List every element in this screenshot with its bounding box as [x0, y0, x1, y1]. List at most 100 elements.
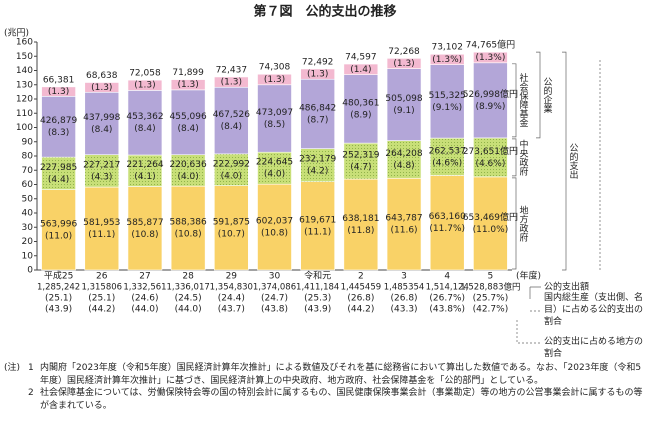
gdp-share-label: (25.1)	[45, 294, 72, 304]
legend-local-box: 公的支出に占める地方の割合	[544, 337, 643, 359]
local-share-label: (43.8)	[261, 305, 288, 315]
local-share-label: (44.0)	[175, 305, 202, 315]
share-label: (10.8)	[131, 230, 158, 240]
series-label: 地方政府	[518, 204, 529, 242]
bar-segment	[170, 154, 206, 187]
value-label: 663,160	[429, 212, 466, 222]
note-text: 社会保障基金については、労働保険特会等の国の特別会計に属するもの、国民健康保険事…	[40, 388, 643, 411]
x-tick-label: 30	[269, 272, 281, 282]
share-label: (8.4)	[91, 125, 112, 135]
series-label: 公的企業	[542, 77, 553, 114]
value-label: 72,268	[388, 47, 420, 57]
series-label: 中央政府	[518, 138, 529, 176]
bar-segment	[41, 96, 76, 158]
bar-segment	[41, 86, 76, 97]
share-label: (4.8)	[393, 161, 414, 171]
bar-segment	[386, 177, 422, 271]
share-label: (1.3)	[134, 81, 155, 91]
share-label: (11.8)	[347, 226, 374, 236]
value-label: 526,998億円	[463, 88, 518, 100]
bar-segment	[257, 183, 292, 271]
bar-segment	[386, 58, 422, 69]
gdp-share-label: (25.7%)	[473, 294, 509, 304]
total-label: 1,315806	[81, 283, 122, 293]
y-tick-label: 110	[16, 109, 33, 119]
bar-segment	[300, 68, 335, 80]
local-share-label: (44.2)	[88, 305, 115, 315]
value-label: 74,308	[259, 63, 291, 73]
x-tick-label: 29	[226, 272, 238, 282]
share-label: (1.4)	[350, 65, 371, 75]
bar-segment	[127, 154, 163, 187]
total-label: 1,285,242	[37, 283, 80, 293]
bar-segment	[386, 68, 422, 141]
local-share-label: (43.9)	[45, 305, 72, 315]
local-share-label: (43.3)	[391, 305, 418, 315]
note: 2 社会保障基金については、労働保険特会等の国の特別会計に属するもの、国民健康保険…	[4, 387, 646, 412]
legend-gdp: 国内総生産（支出側、名目）に占める公的支出の割合	[544, 293, 644, 327]
bar-segment	[300, 148, 335, 182]
bracket	[536, 51, 541, 139]
share-label: (4.0)	[177, 172, 198, 182]
y-tick-label: 150	[16, 52, 33, 62]
share-label: (1.3)	[91, 83, 112, 93]
value-label: 455,096	[170, 112, 207, 122]
y-tick-label: 160	[16, 38, 33, 48]
share-label: (1.3)	[307, 70, 328, 80]
value-label: 653,469億円	[463, 211, 518, 223]
value-label: 73,102	[431, 43, 463, 53]
bar-segment	[127, 79, 163, 91]
total-label: 1,374,086	[253, 283, 296, 293]
bar-segment	[170, 79, 206, 91]
notes: (注) 1 内閣府「2023年度（令和5年度）国民経済計算年次推計」による数値及びそ…	[4, 362, 646, 412]
share-label: (11.6)	[391, 226, 418, 236]
bar-segment	[214, 86, 249, 155]
y-tick-label: 120	[16, 95, 33, 105]
value-label: 437,998	[83, 113, 120, 123]
bar-segment	[473, 62, 508, 139]
x-tick-label: 28	[182, 272, 194, 282]
share-label: (4.4)	[48, 175, 69, 185]
chart-title: 第７図 公的支出の推移	[253, 4, 396, 20]
share-label: (8.9%)	[475, 102, 505, 112]
share-label: (11.7%)	[429, 224, 465, 234]
bar-segment	[429, 64, 465, 139]
value-label: 220,636	[170, 160, 207, 170]
gdp-share-label: (25.1)	[88, 294, 115, 304]
note-label: (注)	[4, 363, 21, 373]
value-label: 486,842	[299, 103, 336, 113]
bar-segment	[84, 186, 120, 271]
x-tick-label: 26	[96, 272, 108, 282]
bar-segment	[386, 140, 422, 179]
share-label: (1.3)	[393, 59, 414, 69]
bar-segment	[127, 186, 163, 271]
value-label: 224,645	[256, 158, 293, 168]
share-label: (8.7)	[307, 115, 328, 125]
share-label: (1.3)	[264, 75, 285, 85]
bar-segment	[41, 156, 76, 190]
value-label: 72,492	[302, 57, 334, 67]
share-label: (9.1%)	[432, 103, 462, 113]
share-label: (11.0%)	[473, 225, 509, 235]
y-tick-label: 80	[22, 152, 34, 162]
x-tick-label: 5	[488, 272, 494, 282]
y-tick-label: 140	[16, 66, 33, 76]
bar-segment	[257, 84, 292, 153]
gdp-share-label: (26.8)	[347, 294, 374, 304]
y-tick-label: 50	[22, 194, 34, 204]
bar-segment	[473, 51, 508, 64]
share-label: (9.1)	[393, 106, 414, 116]
chart: 第７図 公的支出の推移 (兆円) (年度) 公的支出額 国内総生産（支出側、名目…	[4, 4, 644, 360]
share-label: (8.4)	[177, 124, 198, 134]
value-label: 232,179	[299, 155, 336, 165]
y-tick-label: 40	[22, 209, 34, 219]
y-axis-label: (兆円)	[4, 28, 29, 39]
bar-segment	[300, 181, 335, 271]
share-label: (8.4)	[134, 124, 155, 134]
gdp-share-label: (26.7%)	[429, 294, 465, 304]
share-label: (4.6%)	[475, 159, 505, 169]
share-label: (11.1)	[304, 227, 331, 237]
share-label: (1.3%)	[432, 55, 462, 65]
value-label: 563,996	[40, 219, 77, 229]
